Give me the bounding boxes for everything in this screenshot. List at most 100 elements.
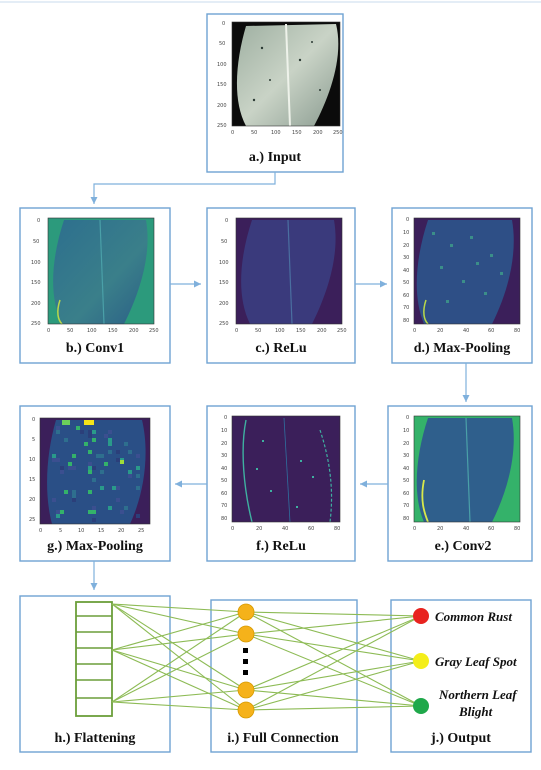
pooled-cell xyxy=(124,506,128,510)
output-label-common-rust: Common Rust xyxy=(435,609,512,624)
connection-line xyxy=(245,615,422,711)
pooled-cell xyxy=(92,466,96,470)
flattening-label: h.) Flattening xyxy=(55,731,136,746)
connection-line xyxy=(111,611,247,703)
conv2-axis-ticks: 0 10 20 30 40 50 60 70 80 0 20 40 60 80 xyxy=(403,415,520,532)
pooled-cell xyxy=(72,454,76,458)
pooled-cell xyxy=(64,490,68,494)
tick: 250 xyxy=(333,130,343,136)
tick: 250 xyxy=(149,328,159,334)
tick: 80 xyxy=(403,516,409,522)
pooled-cell xyxy=(108,506,112,510)
connection-line xyxy=(111,633,247,651)
relu2-feature-map xyxy=(232,416,340,523)
pooled-cell xyxy=(72,494,76,498)
output-label-gray-leaf-spot: Gray Leaf Spot xyxy=(435,654,517,669)
tick: 0 xyxy=(47,328,50,334)
maxpool1-axis-ticks: 0 10 20 30 40 50 60 70 80 0 20 40 60 80 xyxy=(403,217,520,334)
tick: 40 xyxy=(403,466,409,472)
pooled-cell xyxy=(136,466,140,470)
pooled-cell xyxy=(60,510,64,514)
pooled-cell xyxy=(56,426,60,430)
pooled-cell xyxy=(80,430,84,434)
pooled-cell xyxy=(92,438,96,442)
flatten-vector xyxy=(75,601,113,717)
tick: 40 xyxy=(221,466,227,472)
tick: 60 xyxy=(308,526,314,532)
pooled-cell xyxy=(116,450,120,454)
pooled-cell xyxy=(92,430,96,434)
tick: 70 xyxy=(403,503,409,509)
output-panel: j.) Output xyxy=(390,599,532,753)
tick: 150 xyxy=(217,82,227,88)
relu1-feature-map xyxy=(236,218,342,325)
tick: 50 xyxy=(219,41,225,47)
tick: 200 xyxy=(129,328,139,334)
hidden-node xyxy=(237,681,255,699)
tick: 0 xyxy=(224,415,227,421)
tick: 20 xyxy=(256,526,262,532)
tick: 250 xyxy=(219,321,229,327)
pooled-cell xyxy=(100,454,104,458)
connection-line xyxy=(245,615,422,635)
relu2-axis-ticks: 0 10 20 30 40 50 60 70 80 0 20 40 60 80 xyxy=(221,415,340,532)
pooled-cell xyxy=(60,466,64,470)
tick: 10 xyxy=(403,230,409,236)
tick: 50 xyxy=(221,239,227,245)
connection-line xyxy=(111,603,247,635)
maxpool2-feature-map xyxy=(40,418,150,524)
maxpool2-axis-ticks: 0 5 10 15 20 25 0 5 10 15 20 25 xyxy=(29,417,144,534)
tick: 50 xyxy=(255,328,261,334)
connection-line xyxy=(245,660,422,711)
tick: 80 xyxy=(221,516,227,522)
tick: 250 xyxy=(31,321,41,327)
tick: 15 xyxy=(98,528,104,534)
connection-line xyxy=(245,611,422,707)
tick: 5 xyxy=(32,437,35,443)
tick: 30 xyxy=(221,453,227,459)
tick: 0 xyxy=(39,528,42,534)
tick: 80 xyxy=(514,526,520,532)
output-label: j.) Output xyxy=(430,731,491,746)
connection-line xyxy=(111,649,247,711)
tick: 20 xyxy=(221,441,227,447)
maxpool1-feature-map xyxy=(414,218,520,325)
tick: 80 xyxy=(514,328,520,334)
pooled-cell xyxy=(108,438,112,442)
tick: 200 xyxy=(217,103,227,109)
pooled-cell xyxy=(116,458,120,462)
pooled-cell xyxy=(108,430,112,434)
tick: 50 xyxy=(67,328,73,334)
tick: 60 xyxy=(221,491,227,497)
pooled-cell xyxy=(88,490,92,494)
pooled-cell xyxy=(108,450,112,454)
tick: 20 xyxy=(437,526,443,532)
tick: 200 xyxy=(219,301,229,307)
pooled-cell xyxy=(92,478,96,482)
conv2-panel: 0 10 20 30 40 50 60 70 80 0 20 40 60 80 … xyxy=(387,405,533,562)
relu1-label: c.) ReLu xyxy=(255,341,307,356)
tick: 30 xyxy=(403,255,409,261)
pooled-cell xyxy=(72,498,76,502)
tick: 200 xyxy=(31,301,41,307)
tick: 10 xyxy=(221,428,227,434)
tick: 60 xyxy=(403,293,409,299)
pooled-cell xyxy=(60,470,64,474)
pooled-cell xyxy=(84,442,88,446)
pooled-cell xyxy=(108,442,112,446)
connection-line xyxy=(111,689,247,703)
output-node-gray-leaf-spot xyxy=(413,653,429,669)
connection-line xyxy=(245,633,422,707)
tick: 100 xyxy=(275,328,285,334)
tick: 80 xyxy=(334,526,340,532)
tick: 80 xyxy=(403,318,409,324)
connection-line xyxy=(111,701,247,711)
pooled-cell xyxy=(56,510,60,514)
tick: 100 xyxy=(219,260,229,266)
tick: 10 xyxy=(403,428,409,434)
pooled-cell xyxy=(124,442,128,446)
pooled-cell xyxy=(92,510,96,514)
pooled-cell xyxy=(76,426,80,430)
input-axis-ticks: 0 50 100 150 200 250 0 50 100 150 200 25… xyxy=(217,21,343,136)
